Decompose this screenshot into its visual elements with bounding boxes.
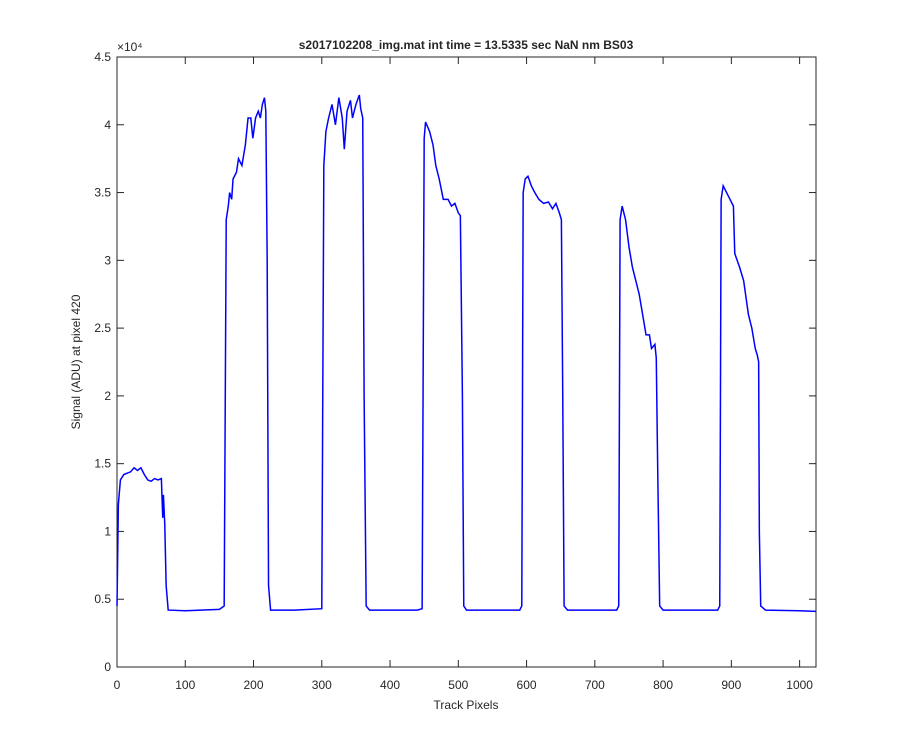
chart-title: s2017102208_img.mat int time = 13.5335 s…: [299, 38, 634, 52]
x-tick-label: 800: [653, 678, 673, 692]
x-axis-label: Track Pixels: [434, 698, 499, 712]
y-exponent-label: ×10⁴: [117, 40, 143, 54]
y-tick-label: 0.5: [94, 592, 111, 606]
y-tick-label: 1: [104, 524, 111, 538]
y-tick-label: 0: [104, 660, 111, 674]
y-axis-label: Signal (ADU) at pixel 420: [69, 294, 83, 429]
x-tick-label: 600: [517, 678, 537, 692]
y-tick-label: 4: [104, 118, 111, 132]
y-tick-label: 3.5: [94, 186, 111, 200]
y-tick-label: 4.5: [94, 50, 111, 64]
y-tick-label: 3: [104, 253, 111, 267]
x-tick-label: 500: [448, 678, 468, 692]
x-tick-label: 700: [585, 678, 605, 692]
x-tick-label: 900: [721, 678, 741, 692]
x-tick-label: 200: [244, 678, 264, 692]
y-tick-label: 2.5: [94, 321, 111, 335]
plot-area: [116, 56, 817, 668]
x-tick-label: 100: [175, 678, 195, 692]
y-tick-label: 1.5: [94, 457, 111, 471]
data-line: [116, 94, 817, 613]
x-tick-label: 300: [312, 678, 332, 692]
x-tick-label: 0: [114, 678, 121, 692]
x-tick-label: 1000: [786, 678, 813, 692]
y-tick-label: 2: [104, 389, 111, 403]
x-tick-label: 400: [380, 678, 400, 692]
